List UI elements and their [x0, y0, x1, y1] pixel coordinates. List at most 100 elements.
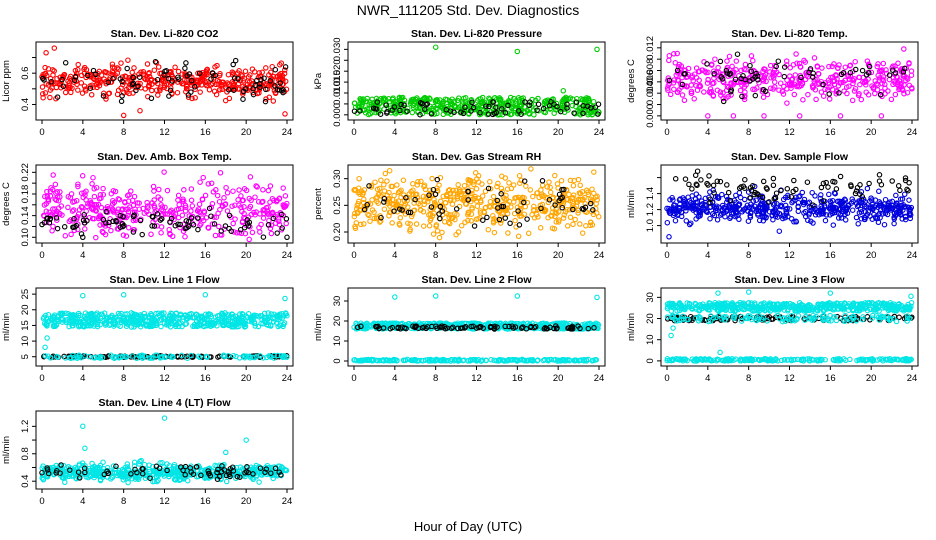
- data-point: [281, 204, 287, 211]
- data-point: [761, 113, 767, 119]
- data-point: [885, 88, 891, 94]
- data-point: [149, 213, 156, 220]
- data-point: [491, 229, 498, 236]
- data-point: [183, 218, 190, 224]
- data-point: [499, 106, 505, 112]
- data-point: [579, 230, 586, 236]
- data-point: [278, 70, 284, 77]
- data-point: [140, 69, 147, 75]
- data-point: [51, 45, 58, 51]
- data-point: [688, 88, 695, 95]
- data-point: [704, 61, 710, 67]
- data-point: [263, 65, 269, 71]
- data-point: [493, 104, 499, 110]
- data-point: [393, 99, 400, 105]
- data-point: [42, 90, 49, 96]
- data-point: [468, 108, 474, 114]
- data-point: [283, 216, 290, 222]
- y-tick-label: 0.000: [645, 104, 656, 128]
- data-point: [62, 89, 69, 96]
- data-point: [90, 67, 97, 74]
- data-point: [461, 95, 467, 102]
- data-point: [258, 76, 264, 83]
- y-tick-label: 0.010: [332, 81, 343, 105]
- data-point: [223, 184, 229, 191]
- data-point: [694, 87, 701, 93]
- data-point: [100, 185, 106, 192]
- data-point: [189, 203, 196, 209]
- data-point: [182, 65, 188, 72]
- data-point: [148, 95, 155, 102]
- data-point: [148, 76, 155, 83]
- data-point: [853, 214, 860, 221]
- data-point: [70, 224, 76, 230]
- data-point: [72, 74, 79, 80]
- data-point: [544, 184, 551, 190]
- data-point: [892, 70, 899, 76]
- data-point: [261, 75, 267, 81]
- data-point: [79, 205, 85, 211]
- x-tick-label: 12: [159, 373, 170, 384]
- data-point: [209, 80, 216, 87]
- data-point: [235, 76, 241, 82]
- x-tick-label: 20: [553, 127, 564, 138]
- data-point: [822, 86, 828, 93]
- data-point: [547, 105, 554, 112]
- data-point: [569, 102, 576, 109]
- data-point: [678, 63, 685, 69]
- y-tick-label: 0.14: [20, 206, 31, 225]
- data-point: [97, 192, 104, 198]
- data-point: [264, 210, 271, 217]
- data-point: [767, 69, 773, 75]
- data-point: [792, 72, 799, 78]
- data-point: [267, 183, 274, 189]
- data-point: [480, 217, 486, 223]
- data-point: [553, 100, 560, 107]
- data-point: [280, 185, 286, 191]
- data-point: [282, 78, 289, 85]
- x-tick-label: 0: [39, 250, 44, 261]
- data-point: [590, 98, 597, 105]
- data-point: [93, 234, 99, 241]
- data-point: [277, 80, 284, 86]
- data-point: [429, 175, 435, 182]
- data-point: [214, 192, 221, 199]
- data-point: [891, 220, 897, 227]
- data-point: [577, 221, 583, 227]
- data-point: [257, 84, 263, 90]
- data-point: [453, 206, 460, 212]
- data-point: [84, 203, 90, 210]
- data-point: [773, 190, 780, 196]
- data-point: [690, 77, 696, 84]
- data-points: [664, 168, 915, 240]
- data-point: [270, 98, 277, 104]
- data-point: [796, 113, 803, 119]
- data-point: [196, 201, 203, 208]
- data-point: [70, 207, 77, 213]
- data-point: [141, 71, 147, 77]
- data-point: [667, 91, 674, 98]
- data-point: [864, 58, 871, 64]
- data-point: [209, 70, 216, 76]
- data-point: [75, 181, 81, 187]
- data-point: [177, 221, 183, 228]
- data-point: [866, 63, 873, 70]
- data-point: [753, 70, 759, 77]
- y-axis-label: ml/min: [626, 190, 637, 218]
- data-point: [526, 110, 532, 117]
- data-point: [852, 66, 859, 73]
- data-point: [47, 188, 54, 195]
- data-point: [197, 89, 203, 95]
- data-point: [169, 233, 176, 240]
- y-tick-label: 15: [20, 320, 31, 331]
- data-point: [883, 67, 889, 73]
- data-point: [841, 88, 847, 94]
- data-point: [863, 82, 869, 88]
- data-point: [472, 170, 479, 176]
- data-point: [68, 231, 74, 238]
- data-point: [855, 92, 862, 99]
- x-tick-label: 20: [553, 250, 564, 261]
- data-point: [276, 221, 283, 228]
- data-point: [42, 70, 49, 77]
- x-tick-label: 16: [512, 373, 523, 384]
